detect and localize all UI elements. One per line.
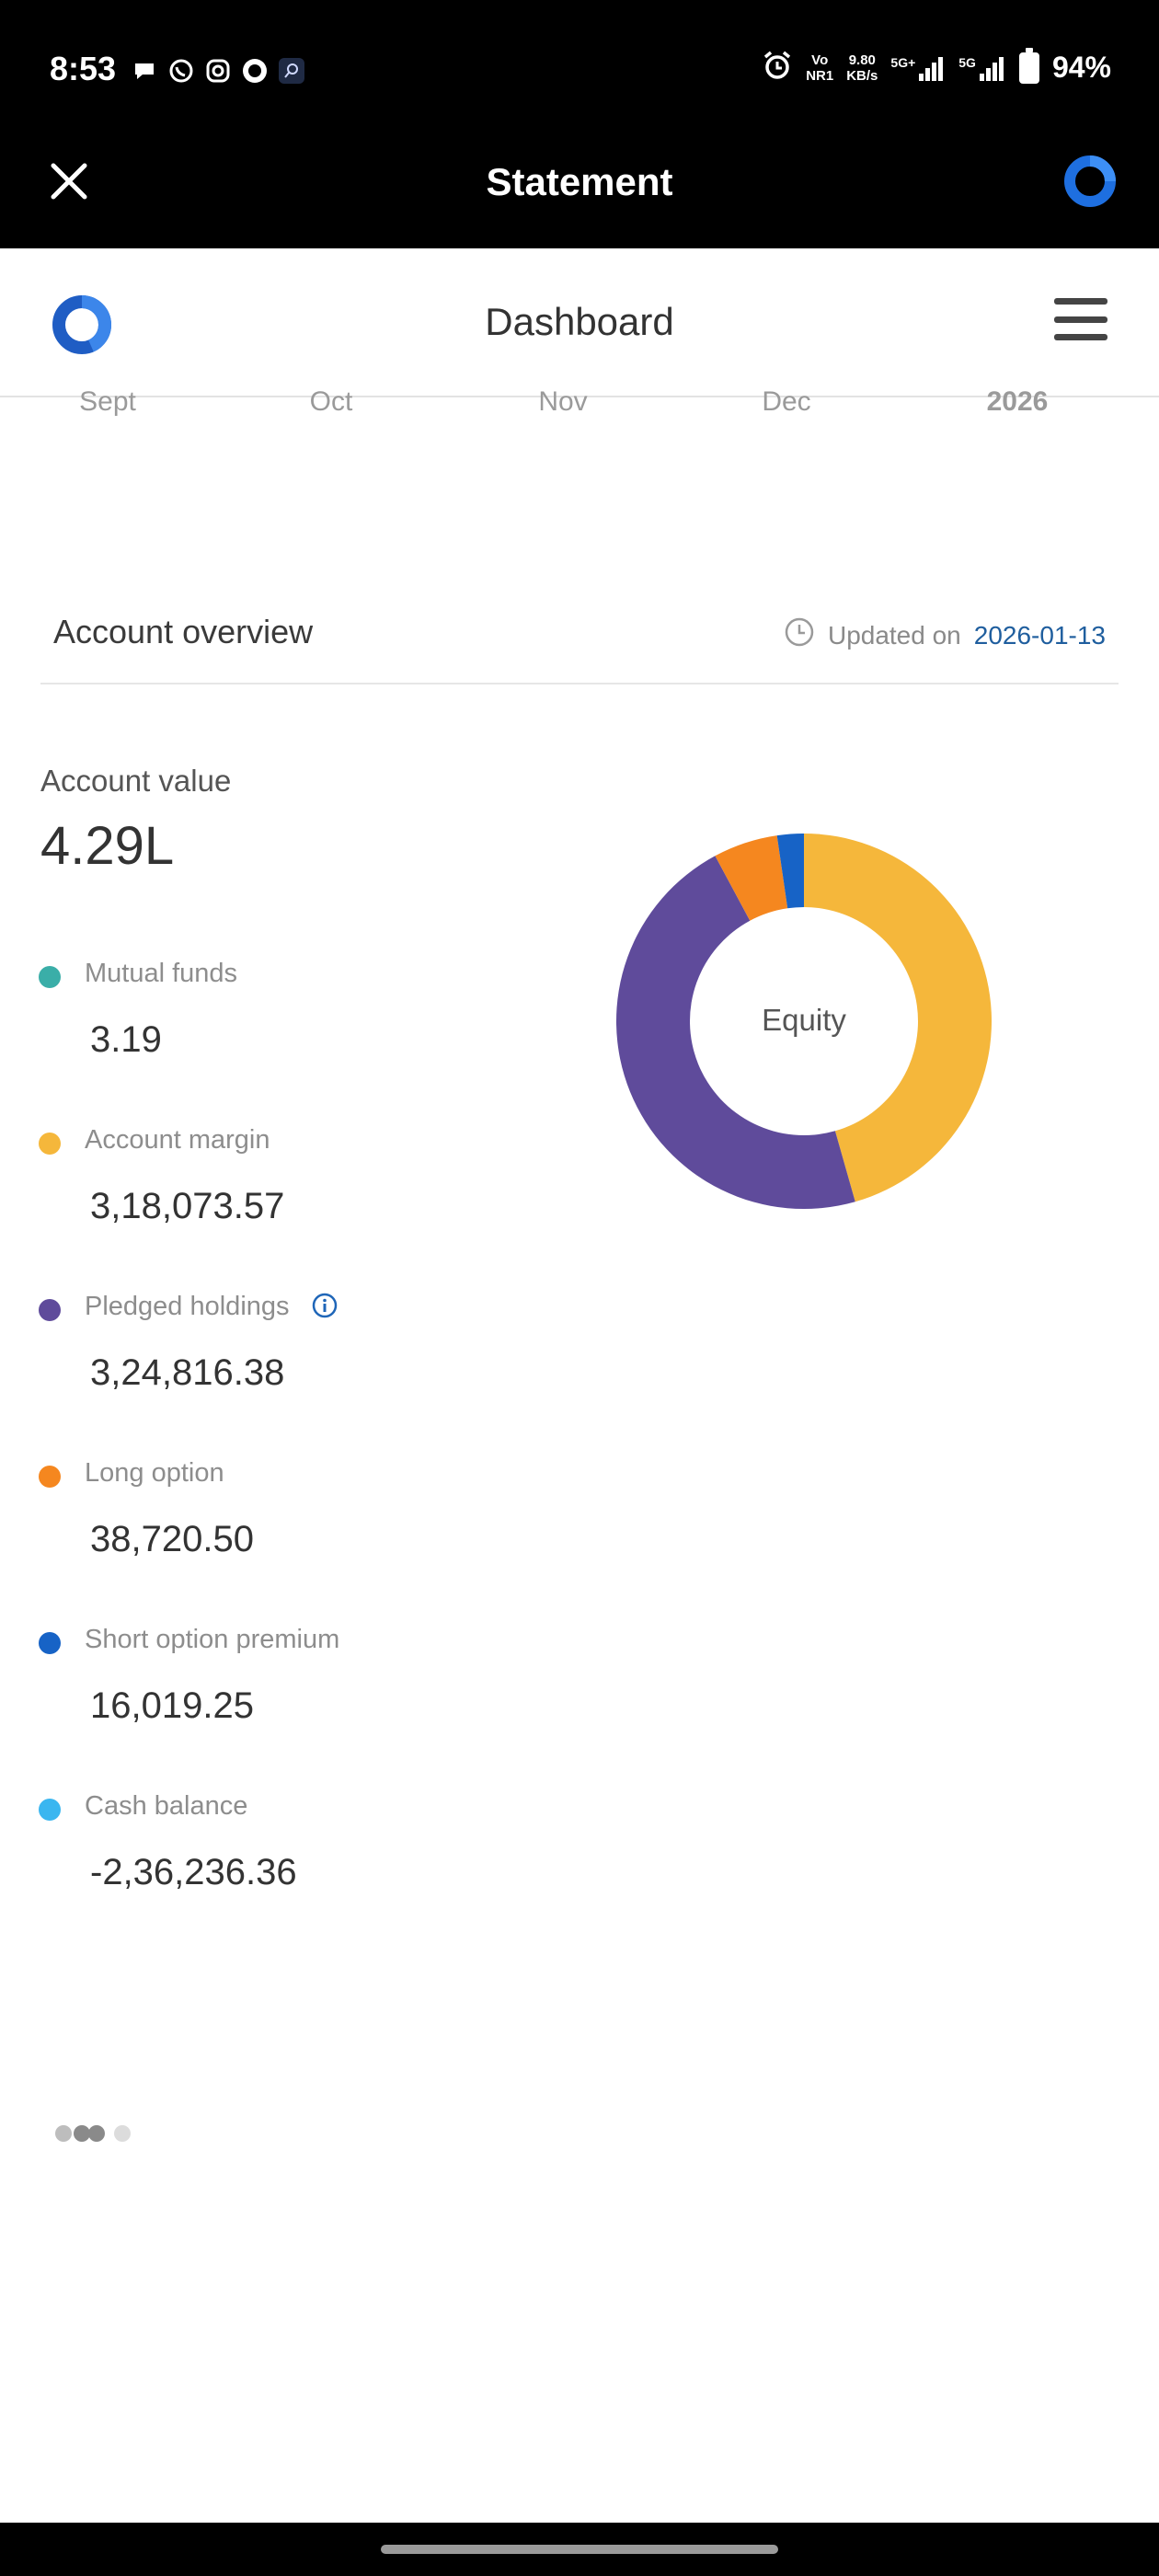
- home-gesture-handle[interactable]: [381, 2545, 778, 2554]
- item-label: Pledged holdings: [85, 1292, 290, 1321]
- status-indicators: Vo NR1 9.80 KB/s 5G+ 5G 94%: [762, 47, 1111, 86]
- item-value: 3,24,816.38: [90, 1352, 285, 1393]
- donut-slice-pledged-holdings[interactable]: [615, 856, 855, 1209]
- volte-indicator: Vo NR1: [806, 52, 834, 84]
- signal-bars-icon: [979, 56, 1004, 81]
- item-label: Cash balance: [85, 1791, 248, 1821]
- donut-slice-long-option[interactable]: [715, 835, 788, 921]
- section-title: Account overview: [53, 613, 314, 650]
- donut-slice-account-margin[interactable]: [804, 834, 992, 1202]
- dashboard-title: Dashboard: [485, 300, 674, 343]
- logo-ring-icon: [52, 295, 112, 354]
- info-icon[interactable]: [311, 1292, 339, 1319]
- dashboard-logo[interactable]: [52, 294, 112, 355]
- legend-dot: [39, 1799, 61, 1821]
- signal-bars-icon: [919, 56, 944, 81]
- close-button[interactable]: [46, 158, 92, 204]
- close-icon: [51, 163, 87, 200]
- updated-date: 2026-01-13: [973, 620, 1106, 650]
- system-nav-bar: [0, 2523, 1159, 2576]
- search-app-icon: [278, 57, 305, 85]
- legend-dot: [39, 1133, 61, 1155]
- battery-icon: [1018, 47, 1039, 84]
- item-label: Mutual funds: [85, 959, 238, 988]
- app-ring-icon: [241, 57, 269, 85]
- signal-sim2: 5G: [958, 55, 1006, 81]
- dot: [74, 2125, 90, 2142]
- divider: [40, 683, 1119, 684]
- signal-sim1: 5G+: [890, 55, 946, 81]
- dot: [88, 2125, 105, 2142]
- item-value: -2,36,236.36: [90, 1852, 297, 1892]
- dot: [114, 2125, 131, 2142]
- dashboard-topbar: Dashboard: [0, 248, 1159, 397]
- dot: [55, 2125, 72, 2142]
- month-label: Dec: [762, 386, 811, 417]
- menu-line: [1054, 334, 1107, 340]
- page-title: Statement: [486, 160, 673, 203]
- legend-dot: [39, 1466, 61, 1488]
- logo-ring-icon: [1064, 155, 1116, 207]
- breakdown-item-long-option: Long option 38,720.50: [39, 1456, 517, 1604]
- status-bar: 8:53 Vo NR1 9.80 KB/s 5G+: [0, 0, 1159, 138]
- updated-info: Updated on 2026-01-13: [784, 616, 1106, 654]
- menu-line: [1054, 316, 1107, 323]
- item-value: 16,019.25: [90, 1685, 254, 1726]
- hamburger-menu-button[interactable]: [1054, 298, 1107, 340]
- instagram-icon: [204, 57, 232, 85]
- month-label: Sept: [79, 386, 136, 417]
- donut-slice-short-option-premium[interactable]: [776, 834, 804, 909]
- battery-percent: 94%: [1051, 51, 1111, 84]
- breakdown-item-cash-balance: Cash balance -2,36,236.36: [39, 1789, 517, 1937]
- alarm-icon: [762, 50, 793, 86]
- app-header: Statement: [0, 138, 1159, 248]
- month-label: Nov: [538, 386, 588, 417]
- item-value: 3.19: [90, 1019, 162, 1060]
- equity-donut-chart[interactable]: [611, 828, 997, 1214]
- breakdown-item-account-margin: Account margin 3,18,073.57: [39, 1123, 517, 1271]
- legend-dot: [39, 1299, 61, 1321]
- month-label: Oct: [309, 386, 353, 417]
- legend-dot: [39, 1632, 61, 1654]
- item-label: Short option premium: [85, 1625, 340, 1654]
- updated-prefix: Updated on: [827, 620, 961, 650]
- clock-icon: [784, 616, 815, 654]
- item-value: 38,720.50: [90, 1519, 254, 1559]
- chat-bubble-icon: [131, 57, 158, 85]
- breakdown-item-pledged-holdings: Pledged holdings 3,24,816.38: [39, 1290, 517, 1437]
- breakdown-item-mutual-funds: Mutual funds 3.19: [39, 957, 517, 1104]
- network-speed: 9.80 KB/s: [846, 52, 878, 84]
- loading-dots: [55, 2125, 131, 2142]
- month-axis: Sept Oct Nov Dec 2026: [0, 386, 1159, 432]
- breakdown-item-short-option-premium: Short option premium 16,019.25: [39, 1623, 517, 1770]
- account-value: 4.29L: [40, 816, 175, 876]
- whatsapp-icon: [167, 57, 195, 85]
- status-time: 8:53: [50, 50, 117, 87]
- item-label: Account margin: [85, 1125, 270, 1155]
- item-label: Long option: [85, 1458, 224, 1488]
- notification-icons: [131, 57, 305, 85]
- menu-line: [1054, 298, 1107, 305]
- brand-logo[interactable]: [1063, 155, 1117, 208]
- account-value-label: Account value: [40, 764, 232, 798]
- legend-dot: [39, 966, 61, 988]
- item-value: 3,18,073.57: [90, 1186, 285, 1226]
- chart-center-label: Equity: [762, 1003, 846, 1037]
- year-label: 2026: [986, 386, 1049, 417]
